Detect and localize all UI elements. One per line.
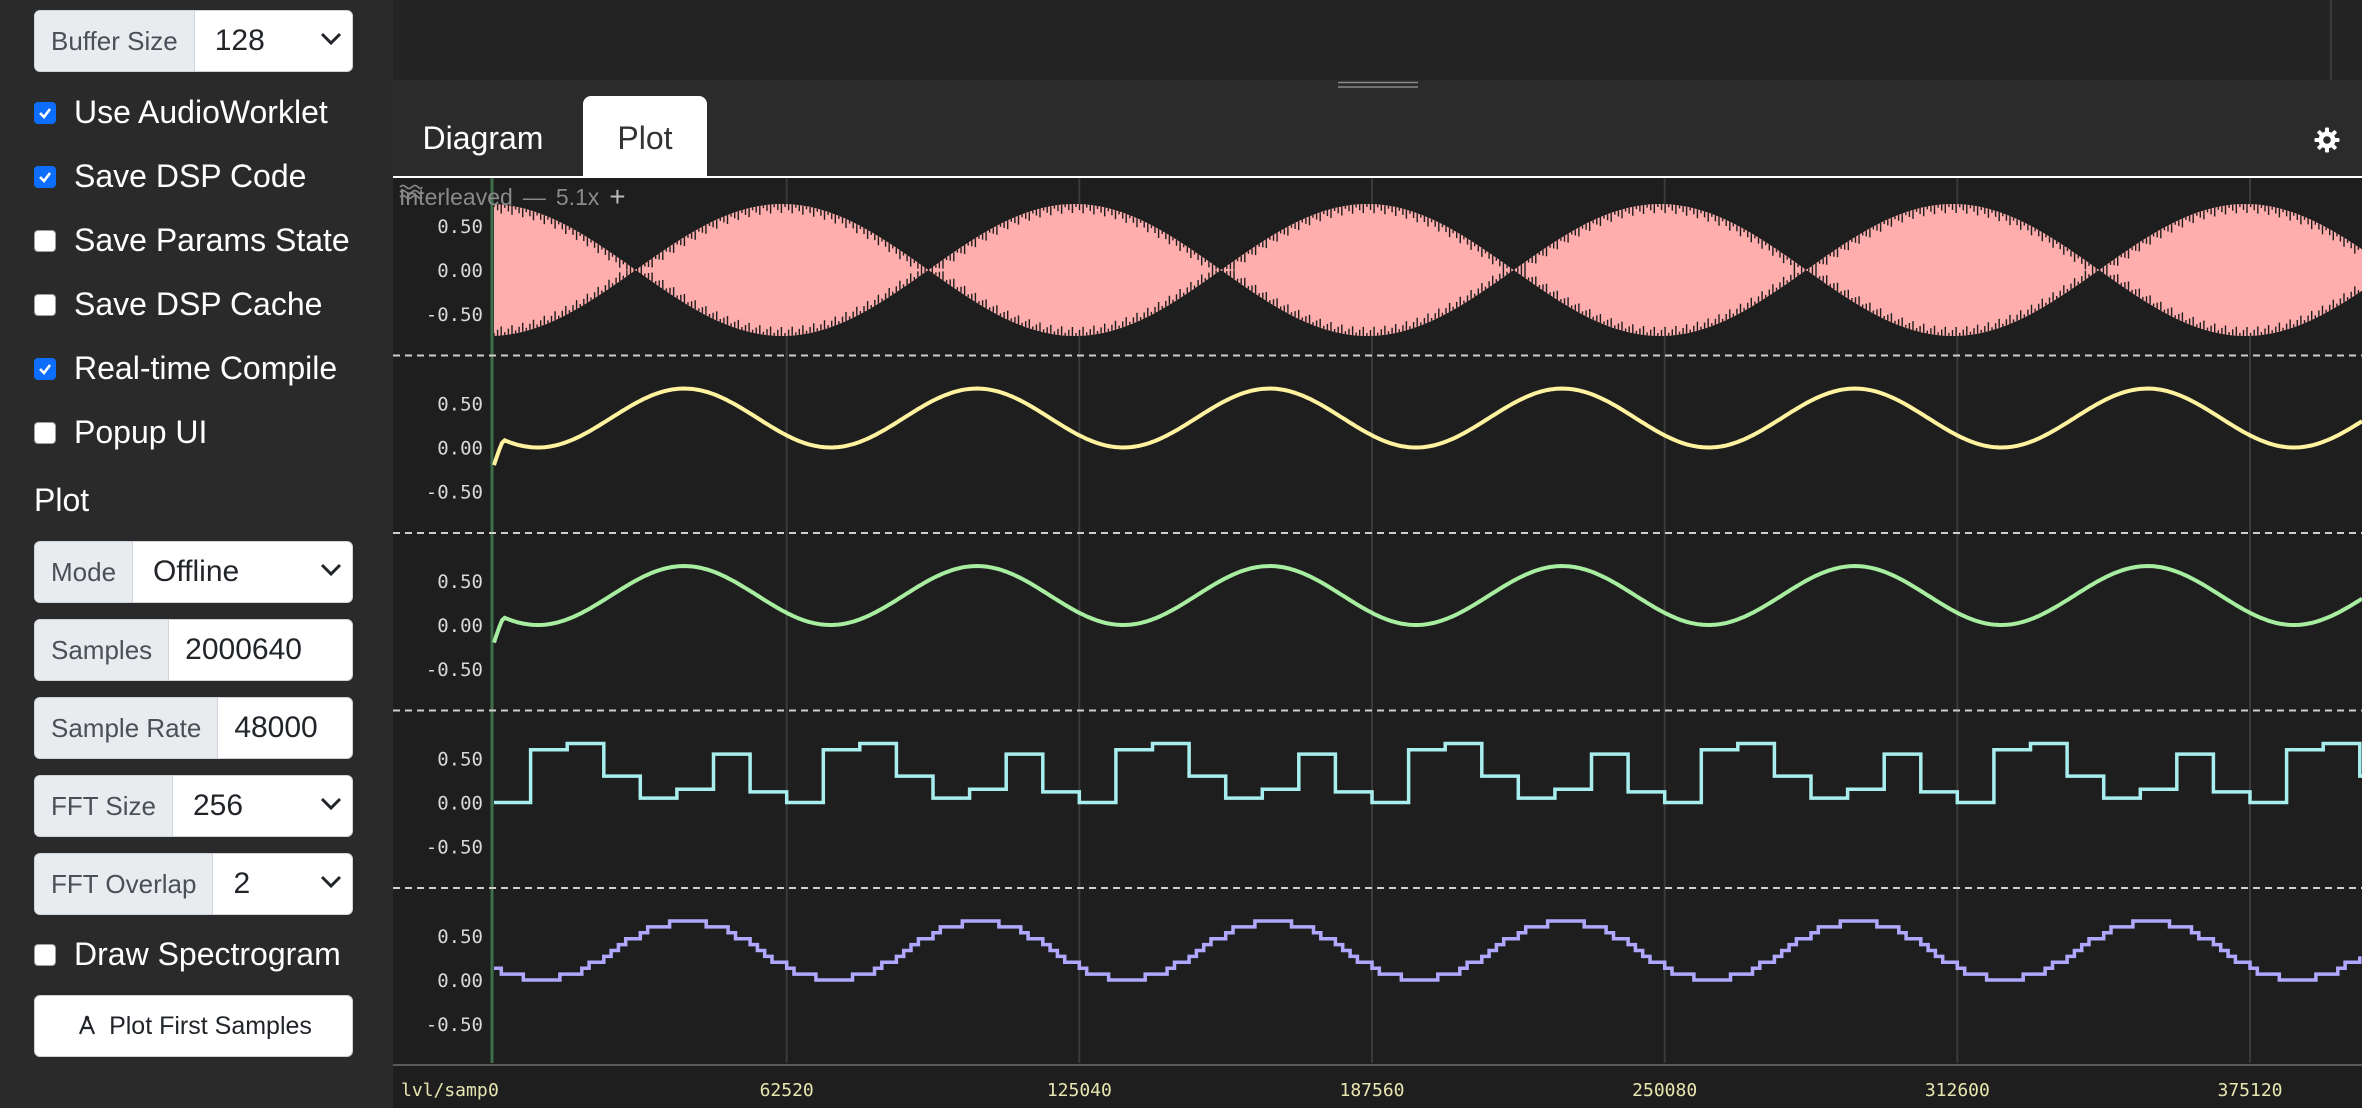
checkbox-label: Save DSP Code (74, 158, 307, 194)
series-4-line (494, 741, 2362, 805)
y-tick-label: 0.00 (437, 438, 483, 460)
checkbox-label: Popup UI (74, 414, 208, 450)
tab-bar: Diagram Plot (393, 88, 2362, 180)
series-3-line (492, 563, 2362, 644)
fft-overlap-value-box[interactable]: 2 (213, 854, 352, 914)
checkbox-box[interactable] (34, 357, 56, 380)
samples-input[interactable]: 2000640 (185, 633, 302, 666)
checkbox-save-dsp-cache[interactable]: Save DSP Cache (34, 286, 322, 323)
sample-rate-label: Sample Rate (35, 698, 219, 758)
checkbox-label: Save DSP Cache (74, 286, 323, 322)
x-tick-label: 250080 (1632, 1080, 1697, 1101)
fft-size-label: FFT Size (35, 776, 173, 836)
x-tick-label: 125040 (1047, 1080, 1112, 1101)
tab-plot[interactable]: Plot (583, 96, 707, 180)
chevron-down-icon (320, 32, 342, 46)
checkbox-label: Use AudioWorklet (74, 94, 328, 130)
checkbox-box[interactable] (34, 101, 56, 124)
x-tick-label: 62520 (760, 1080, 814, 1101)
resize-handle-icon[interactable] (1338, 81, 1418, 89)
fft-overlap-select[interactable]: FFT Overlap 2 (34, 853, 353, 915)
y-tick-label: 0.00 (437, 615, 483, 637)
plot-first-samples-button[interactable]: Plot First Samples (34, 995, 353, 1057)
settings-sidebar: Buffer Size 128 Use AudioWorklet Save DS… (0, 0, 393, 1108)
fft-overlap-value: 2 (233, 867, 251, 900)
zoom-in-button[interactable]: + (609, 181, 626, 212)
diagram-editor-panel (393, 0, 2362, 80)
y-tick-label: 0.50 (437, 571, 483, 593)
checkbox-use-audioworklet[interactable]: Use AudioWorklet (34, 94, 328, 131)
checkbox-popup-ui[interactable]: Popup UI (34, 414, 207, 451)
fft-size-select[interactable]: FFT Size 256 (34, 775, 353, 837)
fft-size-value-box[interactable]: 256 (173, 776, 352, 836)
x-tick-label: 375120 (2217, 1080, 2282, 1101)
y-tick-label: -0.50 (426, 659, 483, 681)
mode-value: Offline (153, 555, 240, 588)
chevron-down-icon (320, 563, 342, 577)
checkbox-real-time-compile[interactable]: Real-time Compile (34, 350, 337, 387)
checkbox-label: Real-time Compile (74, 350, 338, 386)
y-tick-label: 0.50 (437, 394, 483, 416)
mode-label: Mode (35, 542, 134, 602)
waves-icon[interactable] (399, 184, 423, 200)
series-5-line (494, 919, 2362, 982)
y-tick-label: 0.00 (437, 793, 483, 815)
checkbox-box[interactable] (34, 421, 56, 444)
toolbar-separator: ― (522, 183, 546, 210)
buffer-size-value-box[interactable]: 128 (195, 11, 352, 71)
zoom-level: 5.1x (555, 183, 600, 210)
checkbox-label: Draw Spectrogram (74, 936, 341, 972)
x-tick-label: 187560 (1339, 1080, 1404, 1101)
checkbox-label: Save Params State (74, 222, 350, 258)
samples-label: Samples (35, 620, 170, 680)
checkbox-save-dsp-code[interactable]: Save DSP Code (34, 158, 306, 195)
y-tick-label: 0.50 (437, 216, 483, 238)
chevron-down-icon (320, 797, 342, 811)
checkbox-box[interactable] (34, 293, 56, 316)
mode-select[interactable]: Mode Offline (34, 541, 353, 603)
buffer-size-select[interactable]: Buffer Size 128 (34, 10, 353, 72)
tab-diagram[interactable]: Diagram (422, 119, 544, 156)
sample-rate-input-group: Sample Rate 48000 (34, 697, 353, 759)
checkbox-box[interactable] (34, 229, 56, 252)
y-tick-label: 0.00 (437, 260, 483, 282)
checkbox-save-params-state[interactable]: Save Params State (34, 222, 350, 259)
plot-section-title: Plot (34, 482, 90, 518)
plot-area[interactable]: 0.50 0.00 -0.50 0.50 0.00 -0.50 0.50 0.00 -0.50 0… (393, 178, 2362, 1108)
y-tick-label: 0.00 (437, 970, 483, 992)
y-tick-label: 0.50 (437, 926, 483, 948)
plot-toolbar: Interleaved ― 5.1x + (399, 181, 626, 212)
x-axis-label: lvl/samp (401, 1080, 488, 1101)
samples-input-group: Samples 2000640 (34, 619, 353, 681)
checkmark-icon (39, 171, 52, 183)
y-tick-label: -0.50 (426, 304, 483, 326)
gear-icon[interactable] (2313, 126, 2341, 154)
buffer-size-label: Buffer Size (35, 11, 195, 71)
series-1-texture (493, 204, 2360, 336)
mode-value-box[interactable]: Offline (133, 542, 352, 602)
pen-chart-icon (79, 1015, 96, 1035)
checkmark-icon (39, 363, 52, 375)
buffer-size-value: 128 (214, 24, 265, 57)
checkbox-box[interactable] (34, 165, 56, 188)
y-tick-label: -0.50 (426, 1014, 483, 1036)
checkbox-box[interactable] (34, 943, 56, 966)
fft-size-value: 256 (192, 789, 244, 822)
x-tick-label: 0 (488, 1080, 499, 1101)
plot-button-label: Plot First Samples (109, 1011, 312, 1040)
series-2-line (492, 386, 2362, 466)
sample-rate-input[interactable]: 48000 (234, 711, 318, 744)
y-tick-label: -0.50 (426, 482, 483, 504)
series-1-envelope (494, 204, 2362, 336)
fft-overlap-label: FFT Overlap (35, 854, 214, 914)
x-tick-label: 312600 (1925, 1080, 1990, 1101)
y-tick-label: -0.50 (426, 837, 483, 859)
chevron-down-icon (320, 875, 342, 889)
panel-divider (2330, 0, 2332, 80)
checkbox-draw-spectrogram[interactable]: Draw Spectrogram (34, 936, 341, 973)
waveform-chart[interactable]: 0.50 0.00 -0.50 0.50 0.00 -0.50 0.50 0.00 -0.50 0… (393, 178, 2362, 1108)
y-tick-label: 0.50 (437, 749, 483, 771)
checkmark-icon (39, 107, 52, 119)
